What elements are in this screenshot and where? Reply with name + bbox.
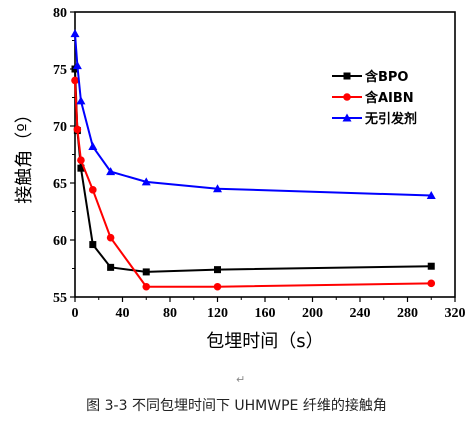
y-tick-label: 60 [53, 234, 67, 249]
legend-marker [343, 93, 351, 101]
legend-label: 含BPO [364, 69, 409, 85]
contact-angle-chart: 0 40 80 120 160 200 240 280 320 55 60 65 70 75 80 含BPO… [14, 6, 466, 352]
y-tick-label: 70 [53, 120, 67, 135]
data-point [76, 96, 86, 105]
legend-item: 含AIBN [332, 90, 414, 106]
x-tick-label: 320 [445, 306, 466, 321]
data-point [88, 142, 98, 151]
x-tick-label: 280 [397, 306, 418, 321]
data-point [427, 262, 435, 270]
plot-frame [74, 11, 456, 298]
y-tick-label: 55 [53, 291, 67, 306]
x-tick-label: 160 [255, 306, 276, 321]
y-tick-label: 65 [53, 177, 67, 192]
data-point [427, 279, 436, 288]
data-point [71, 76, 79, 85]
series-triangle [70, 29, 436, 200]
legend-marker [343, 72, 351, 80]
x-tick-label: 80 [163, 306, 177, 321]
y-tick-label: 75 [53, 63, 67, 78]
x-tick-label: 200 [302, 306, 323, 321]
axes: 0 40 80 120 160 200 240 280 320 55 60 65 70 75 80 [53, 6, 466, 321]
data-point [213, 184, 222, 193]
legend-item: 含BPO [332, 69, 409, 85]
data-point [107, 263, 115, 271]
paragraph-mark: ↵ [236, 373, 246, 386]
data-point [426, 191, 436, 200]
data-point [213, 282, 222, 291]
data-point [141, 177, 151, 186]
x-tick-label: 240 [350, 306, 371, 321]
legend: 含BPO 含AIBN 无引发剂 [332, 69, 417, 127]
x-axis-label: 包埋时间（s） [206, 331, 323, 352]
data-point [77, 156, 85, 164]
data-point [77, 164, 85, 172]
data-point [142, 282, 151, 291]
figure-caption: 图 3-3 不同包埋时间下 UHMWPE 纤维的接触角 [86, 398, 387, 414]
legend-marker [342, 113, 352, 122]
x-tick-label: 40 [116, 306, 130, 321]
data-point [70, 29, 80, 38]
data-point [106, 167, 116, 176]
data-point [89, 186, 97, 194]
x-tick-label: 0 [72, 306, 79, 321]
series-group [70, 29, 436, 291]
data-point [106, 233, 115, 242]
legend-item: 无引发剂 [332, 111, 417, 127]
y-axis-label: 接触角（º） [14, 105, 35, 203]
data-point [73, 125, 82, 134]
legend-label: 含AIBN [364, 90, 414, 106]
series-line [74, 33, 432, 197]
y-tick-label: 80 [53, 6, 67, 21]
series-circle [71, 76, 436, 291]
data-point [89, 241, 97, 249]
data-point [214, 266, 221, 274]
legend-label: 无引发剂 [364, 111, 417, 127]
series-line [74, 80, 432, 288]
data-point [142, 268, 150, 276]
x-tick-label: 120 [207, 306, 228, 321]
data-point [72, 61, 82, 70]
